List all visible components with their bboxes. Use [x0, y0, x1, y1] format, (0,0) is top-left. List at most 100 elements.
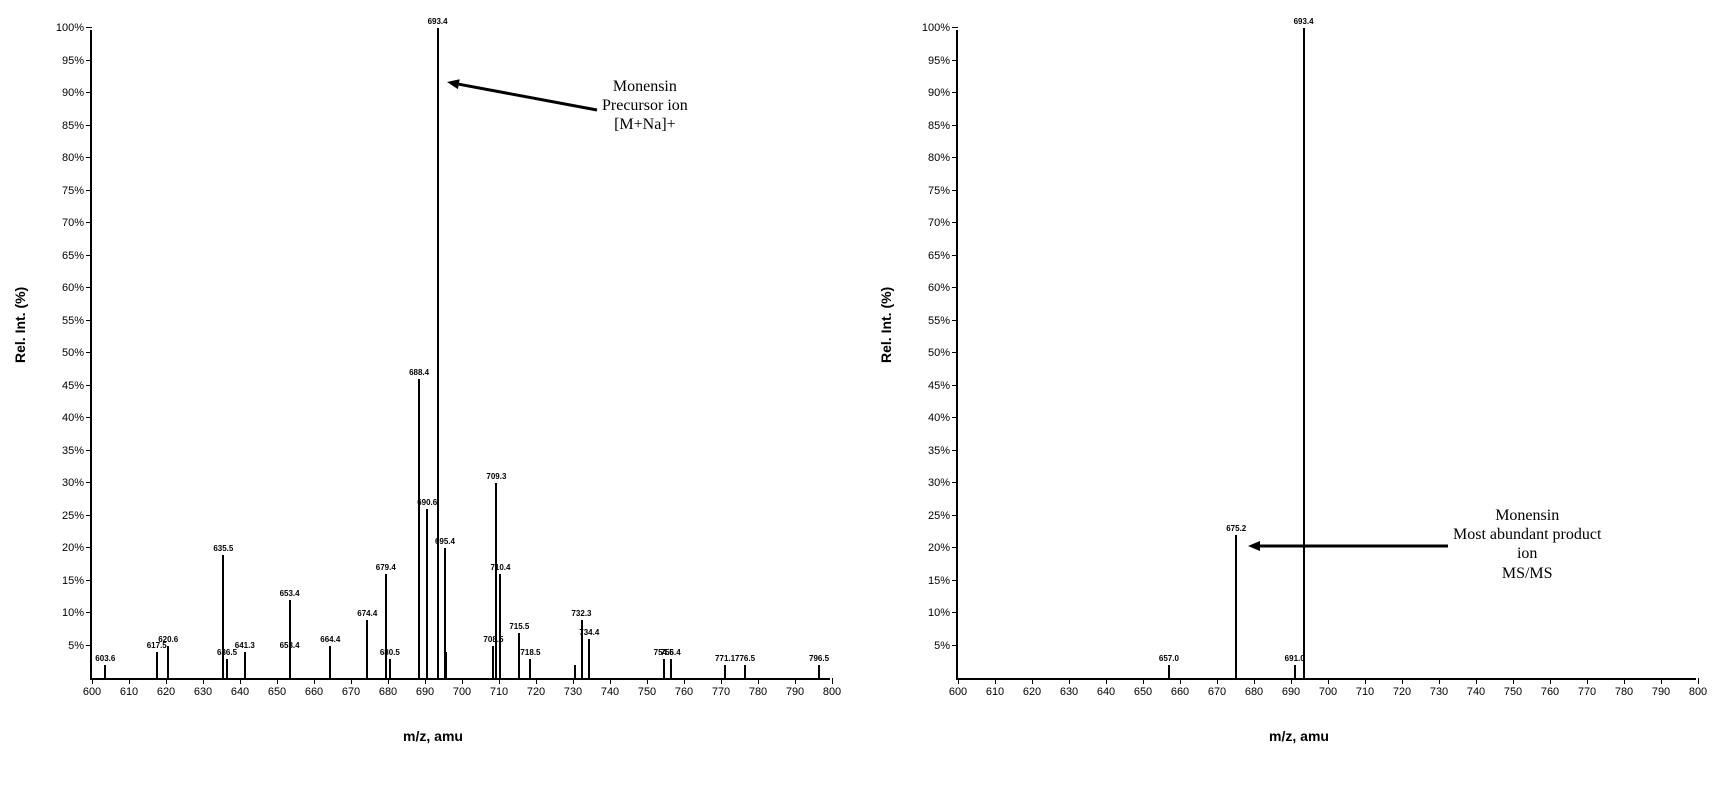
y-tick-mark	[952, 255, 958, 256]
y-tick-mark	[952, 580, 958, 581]
peak	[222, 555, 224, 679]
y-tick-label: 10%	[928, 607, 958, 619]
y-axis-label-right: Rel. Int. (%)	[878, 287, 894, 363]
peak-label: 709.3	[486, 472, 506, 481]
peak	[366, 620, 368, 679]
peak-label: 756.4	[661, 648, 681, 657]
y-tick-mark	[952, 385, 958, 386]
y-tick-label: 95%	[62, 55, 92, 67]
peak	[574, 665, 576, 678]
plot-area-left: MonensinPrecursor ion[M+Na]+ 5%10%15%20%…	[90, 30, 830, 680]
x-tick-mark	[647, 678, 648, 684]
y-tick-mark	[952, 645, 958, 646]
peak	[426, 509, 428, 678]
y-tick-label: 95%	[928, 55, 958, 67]
y-tick-label: 15%	[62, 575, 92, 587]
peak	[1303, 28, 1305, 678]
annotation-arrow-right	[1238, 536, 1458, 556]
y-tick-label: 20%	[62, 542, 92, 554]
annotation-right: MonensinMost abundant productionMS/MS	[1453, 506, 1601, 583]
y-tick-mark	[86, 450, 92, 451]
peak	[499, 574, 501, 678]
x-tick-mark	[1106, 678, 1107, 684]
y-tick-label: 35%	[928, 445, 958, 457]
x-tick-mark	[795, 678, 796, 684]
y-tick-mark	[952, 612, 958, 613]
peak-label: 664.4	[320, 635, 340, 644]
y-tick-label: 60%	[62, 282, 92, 294]
annotation-left: MonensinPrecursor ion[M+Na]+	[602, 77, 688, 135]
x-tick-mark	[958, 678, 959, 684]
peak	[588, 639, 590, 678]
y-tick-label: 45%	[62, 380, 92, 392]
x-tick-mark	[129, 678, 130, 684]
y-tick-mark	[86, 547, 92, 548]
x-tick-mark	[92, 678, 93, 684]
peak	[818, 665, 820, 678]
y-tick-label: 20%	[928, 542, 958, 554]
peak	[1294, 665, 1296, 678]
peak-label: 674.4	[357, 609, 377, 618]
y-tick-label: 80%	[928, 152, 958, 164]
y-tick-label: 30%	[928, 477, 958, 489]
y-tick-mark	[952, 547, 958, 548]
y-tick-label: 85%	[62, 120, 92, 132]
peak-label: 688.4	[409, 368, 429, 377]
y-tick-mark	[952, 320, 958, 321]
x-tick-mark	[832, 678, 833, 684]
x-tick-mark	[1587, 678, 1588, 684]
y-tick-label: 75%	[62, 185, 92, 197]
peak	[670, 659, 672, 679]
y-tick-label: 75%	[928, 185, 958, 197]
peak	[244, 652, 246, 678]
peak	[1168, 665, 1170, 678]
x-tick-mark	[995, 678, 996, 684]
x-tick-mark	[1698, 678, 1699, 684]
peak-label: 693.4	[1294, 17, 1314, 26]
x-tick-mark	[536, 678, 537, 684]
x-tick-mark	[758, 678, 759, 684]
y-tick-mark	[86, 515, 92, 516]
peak	[329, 646, 331, 679]
x-tick-mark	[1439, 678, 1440, 684]
y-tick-label: 30%	[62, 477, 92, 489]
y-tick-mark	[952, 417, 958, 418]
annotation-line: Precursor ion	[602, 96, 688, 115]
x-tick-mark	[1365, 678, 1366, 684]
peak-label: 675.2	[1226, 524, 1246, 533]
peak-label: 771.1	[715, 654, 735, 663]
peak	[389, 659, 391, 679]
peak	[1235, 535, 1237, 678]
peak-label: 734.4	[579, 628, 599, 637]
x-tick-mark	[721, 678, 722, 684]
y-tick-label: 65%	[62, 250, 92, 262]
x-tick-mark	[1069, 678, 1070, 684]
y-tick-mark	[86, 612, 92, 613]
peak-label: 620.6	[158, 635, 178, 644]
y-tick-mark	[952, 190, 958, 191]
y-tick-label: 10%	[62, 607, 92, 619]
y-tick-mark	[952, 92, 958, 93]
x-tick-mark	[240, 678, 241, 684]
y-tick-mark	[86, 255, 92, 256]
x-tick-mark	[166, 678, 167, 684]
y-tick-mark	[86, 157, 92, 158]
y-tick-mark	[86, 417, 92, 418]
y-tick-label: 70%	[928, 217, 958, 229]
y-tick-label: 40%	[928, 412, 958, 424]
y-tick-mark	[86, 320, 92, 321]
peak-label: 732.3	[571, 609, 591, 618]
x-tick-mark	[1143, 678, 1144, 684]
y-tick-label: 90%	[928, 87, 958, 99]
y-tick-label: 70%	[62, 217, 92, 229]
x-tick-mark	[1476, 678, 1477, 684]
peak-label: 603.6	[95, 654, 115, 663]
x-tick-mark	[1217, 678, 1218, 684]
peak	[495, 483, 497, 678]
peak	[385, 574, 387, 678]
y-tick-mark	[952, 157, 958, 158]
y-tick-mark	[86, 482, 92, 483]
peak	[492, 646, 494, 679]
y-tick-label: 45%	[928, 380, 958, 392]
peak-label: 635.5	[213, 544, 233, 553]
